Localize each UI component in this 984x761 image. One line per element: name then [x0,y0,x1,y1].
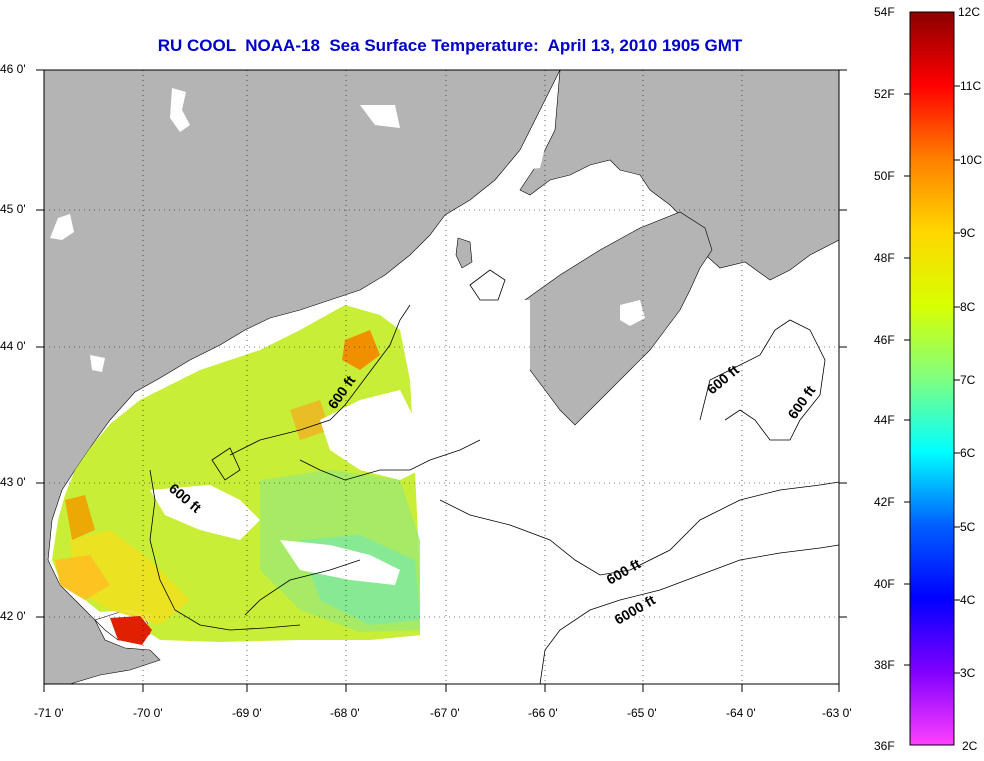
colorbar-c-label: 4C [960,593,976,607]
lake [90,355,105,372]
colorbar-f-label: 50F [874,169,895,183]
colorbar-f-label: 46F [874,333,895,347]
lon-tick-label: -66 0' [528,706,558,720]
lat-tick-label: 44 0' [0,339,26,353]
lon-tick-label: -67 0' [430,706,460,720]
colorbar-f-label: 42F [874,495,895,509]
colorbar-c-label: 6C [960,446,976,460]
lat-tick-label: 45 0' [0,202,26,216]
colorbar-f-label: 48F [874,251,895,265]
sst-data-swath [52,300,530,684]
colorbar-c-label: 9C [960,226,976,240]
map-frame [43,69,840,685]
lat-tick-label: 46 0' [0,62,26,76]
lake [620,300,645,326]
colorbar-f-label: 52F [874,87,895,101]
colorbar-c-label: 8C [960,300,976,314]
lon-tick-label: -70 0' [133,706,163,720]
lake [50,214,74,240]
colorbar-c-label: 5C [960,520,976,534]
lon-tick-label: -64 0' [726,706,756,720]
lake [520,148,545,170]
land-new-england [44,70,561,684]
lat-tick-label: 43 0' [0,475,26,489]
lon-tick-label: -68 0' [330,706,360,720]
colorbar-f-label: 54F [874,5,895,19]
lon-tick-label: -63 0' [822,706,852,720]
colorbar-c-label: 11C [960,79,982,93]
lon-tick-label: -69 0' [232,706,262,720]
colorbar-f-label: 44F [874,413,895,427]
colorbar-f-label: 38F [874,658,895,672]
colorbar-c-label: 3C [960,666,976,680]
land-new-brunswick [519,70,839,281]
land-nova-scotia [521,211,713,426]
bathymetry-contours [149,269,839,684]
colorbar-f-label: 40F [874,577,895,591]
colorbar-c-label: 12C [958,5,981,19]
colorbar-ticks [904,85,960,674]
land-grand-manan [455,237,473,269]
colorbar-c-label: 7C [960,373,976,387]
lat-tick-label: 42 0' [0,609,26,623]
lake [170,88,190,132]
colorbar-c-label: 10C [960,153,983,167]
lon-tick-label: -65 0' [627,706,657,720]
lake [360,105,400,128]
colorbar-c-label: 2C [962,739,978,753]
lon-tick-label: -71 0' [34,706,64,720]
colorbar [909,11,955,746]
colorbar-f-label: 36F [874,739,895,753]
axis-ticks [36,69,847,692]
map-title: RU COOL NOAA-18 Sea Surface Temperature:… [157,36,743,55]
